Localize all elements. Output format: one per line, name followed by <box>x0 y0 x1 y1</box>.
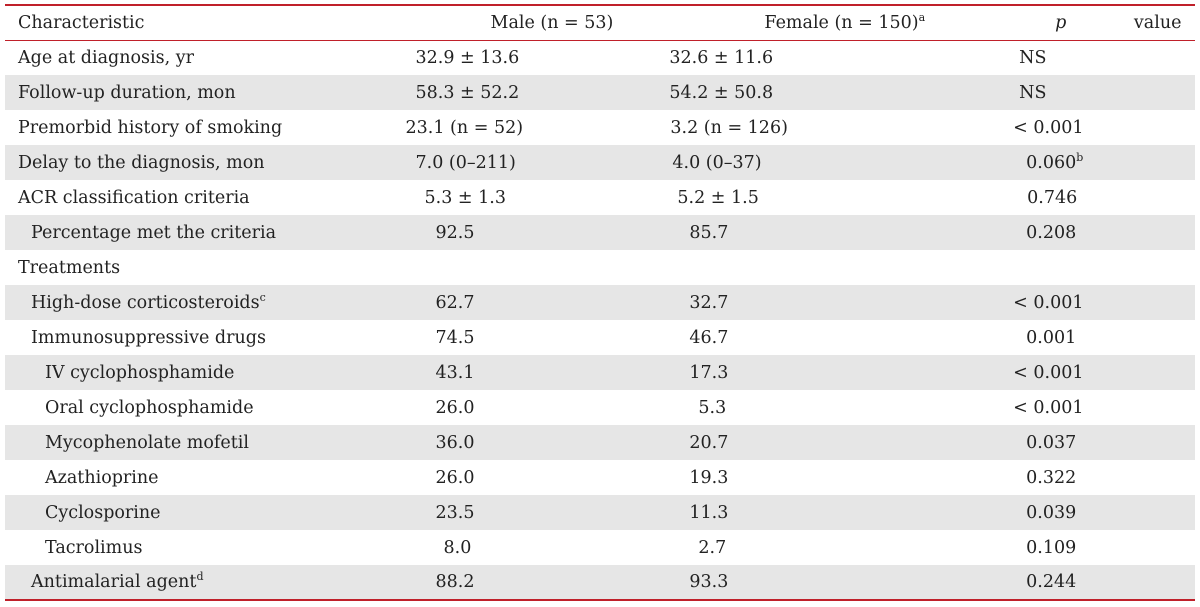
female-value: 54.2 ± 50.8 <box>669 82 774 103</box>
female-value: 5.3 <box>698 397 727 418</box>
male-value: 58.3 ± 52.2 <box>415 82 520 103</box>
p-value: NS <box>1019 82 1047 103</box>
male-value: 43.1 <box>435 362 475 383</box>
p-value: 0.208 <box>1026 222 1077 243</box>
header-female: Female (n = 150)a <box>764 10 926 33</box>
row-label: Immunosuppressive drugs <box>31 327 266 348</box>
female-value: 2.7 <box>698 537 727 558</box>
row-label: Azathioprine <box>45 467 159 488</box>
male-value: 23.1 (n = 52) <box>405 117 524 138</box>
label-footnote: c <box>259 290 266 304</box>
male-value: 62.7 <box>435 292 475 313</box>
p-value: 0.244 <box>1026 572 1077 592</box>
p-value: 0.039 <box>1026 502 1077 523</box>
table-row: Cyclosporine 23.5 11.3 0.039 <box>5 495 1195 530</box>
row-label: Oral cyclophosphamide <box>45 397 254 418</box>
female-value: 4.0 (0–37) <box>672 152 762 173</box>
row-label: Premorbid history of smoking <box>18 117 283 138</box>
male-value: 8.0 <box>443 537 472 558</box>
table-row: Follow-up duration, mon 58.3 ± 52.2 54.2… <box>5 75 1195 110</box>
table-row: Oral cyclophosphamide 26.0 5.3 < 0.001 <box>5 390 1195 425</box>
female-value: 17.3 <box>689 362 729 383</box>
female-value: 19.3 <box>689 467 729 488</box>
row-label: Age at diagnosis, yr <box>18 47 194 68</box>
p-value: < 0.001 <box>1013 397 1084 418</box>
female-value: 46.7 <box>689 327 729 348</box>
row-label: Antimalarial agentd <box>31 570 204 592</box>
header-characteristic: Characteristic <box>18 12 145 33</box>
table-row: High-dose corticosteroidsc 62.7 32.7 < 0… <box>5 285 1195 320</box>
p-value: 0.322 <box>1026 467 1077 488</box>
p-value: 0.001 <box>1026 327 1077 348</box>
p-value: < 0.001 <box>1013 292 1084 313</box>
female-value: 11.3 <box>689 502 729 523</box>
table-row: Mycophenolate mofetil 36.0 20.7 0.037 <box>5 425 1195 460</box>
table-row: Premorbid history of smoking 23.1 (n = 5… <box>5 110 1195 145</box>
female-value: 5.2 ± 1.5 <box>677 187 759 208</box>
female-value: 93.3 <box>689 572 729 592</box>
male-value: 74.5 <box>435 327 475 348</box>
table-row: Percentage met the criteria 92.5 85.7 0.… <box>5 215 1195 250</box>
male-value: 5.3 ± 1.3 <box>424 187 506 208</box>
table-row: Age at diagnosis, yr 32.9 ± 13.6 32.6 ± … <box>5 40 1195 75</box>
row-label: High-dose corticosteroidsc <box>31 290 266 313</box>
p-value: < 0.001 <box>1013 117 1084 138</box>
p-value: < 0.001 <box>1013 362 1084 383</box>
p-value: 0.060b <box>1026 150 1084 173</box>
table-header-row: Characteristic Male (n = 53) Female (n =… <box>5 5 1195 40</box>
row-label: Follow-up duration, mon <box>18 82 236 103</box>
male-value: 26.0 <box>435 467 475 488</box>
table-row-section: Treatments <box>5 250 1195 285</box>
table-row: IV cyclophosphamide 43.1 17.3 < 0.001 <box>5 355 1195 390</box>
label-footnote: d <box>196 570 204 583</box>
female-value: 32.6 ± 11.6 <box>669 47 774 68</box>
row-label: ACR classification criteria <box>18 187 250 208</box>
female-value: 85.7 <box>689 222 729 243</box>
table-row: Delay to the diagnosis, mon 7.0 (0–211) … <box>5 145 1195 180</box>
male-value: 32.9 ± 13.6 <box>415 47 520 68</box>
header-male: Male (n = 53) <box>490 12 614 33</box>
male-value: 92.5 <box>435 222 475 243</box>
row-label: Percentage met the criteria <box>31 222 277 243</box>
p-value: 0.037 <box>1026 432 1077 453</box>
section-label: Treatments <box>18 257 121 278</box>
row-label: Cyclosporine <box>45 502 161 523</box>
female-value: 20.7 <box>689 432 729 453</box>
table-row: Immunosuppressive drugs 74.5 46.7 0.001 <box>5 320 1195 355</box>
female-value: 32.7 <box>689 292 729 313</box>
male-value: 26.0 <box>435 397 475 418</box>
characteristics-table: Characteristic Male (n = 53) Female (n =… <box>5 4 1195 601</box>
table-row: ACR classification criteria 5.3 ± 1.3 5.… <box>5 180 1195 215</box>
table-row: Antimalarial agentd 88.2 93.3 0.244 <box>5 565 1195 600</box>
p-value: 0.746 <box>1027 187 1078 208</box>
female-value: 3.2 (n = 126) <box>670 117 788 138</box>
table-row: Tacrolimus 8.0 2.7 0.109 <box>5 530 1195 565</box>
table-row: Azathioprine 26.0 19.3 0.322 <box>5 460 1195 495</box>
row-label: Delay to the diagnosis, mon <box>18 152 265 173</box>
row-label: Mycophenolate mofetil <box>45 432 249 453</box>
header-p-value: p value <box>1055 12 1182 33</box>
male-value: 23.5 <box>435 502 475 523</box>
male-value: 88.2 <box>435 572 475 592</box>
row-label: Tacrolimus <box>45 537 143 558</box>
male-value: 36.0 <box>435 432 475 453</box>
header-female-footnote: a <box>918 10 926 24</box>
p-footnote: b <box>1076 150 1084 164</box>
p-value: 0.109 <box>1026 537 1077 558</box>
row-label: IV cyclophosphamide <box>45 362 235 383</box>
male-value: 7.0 (0–211) <box>415 152 516 173</box>
p-value: NS <box>1019 47 1047 68</box>
